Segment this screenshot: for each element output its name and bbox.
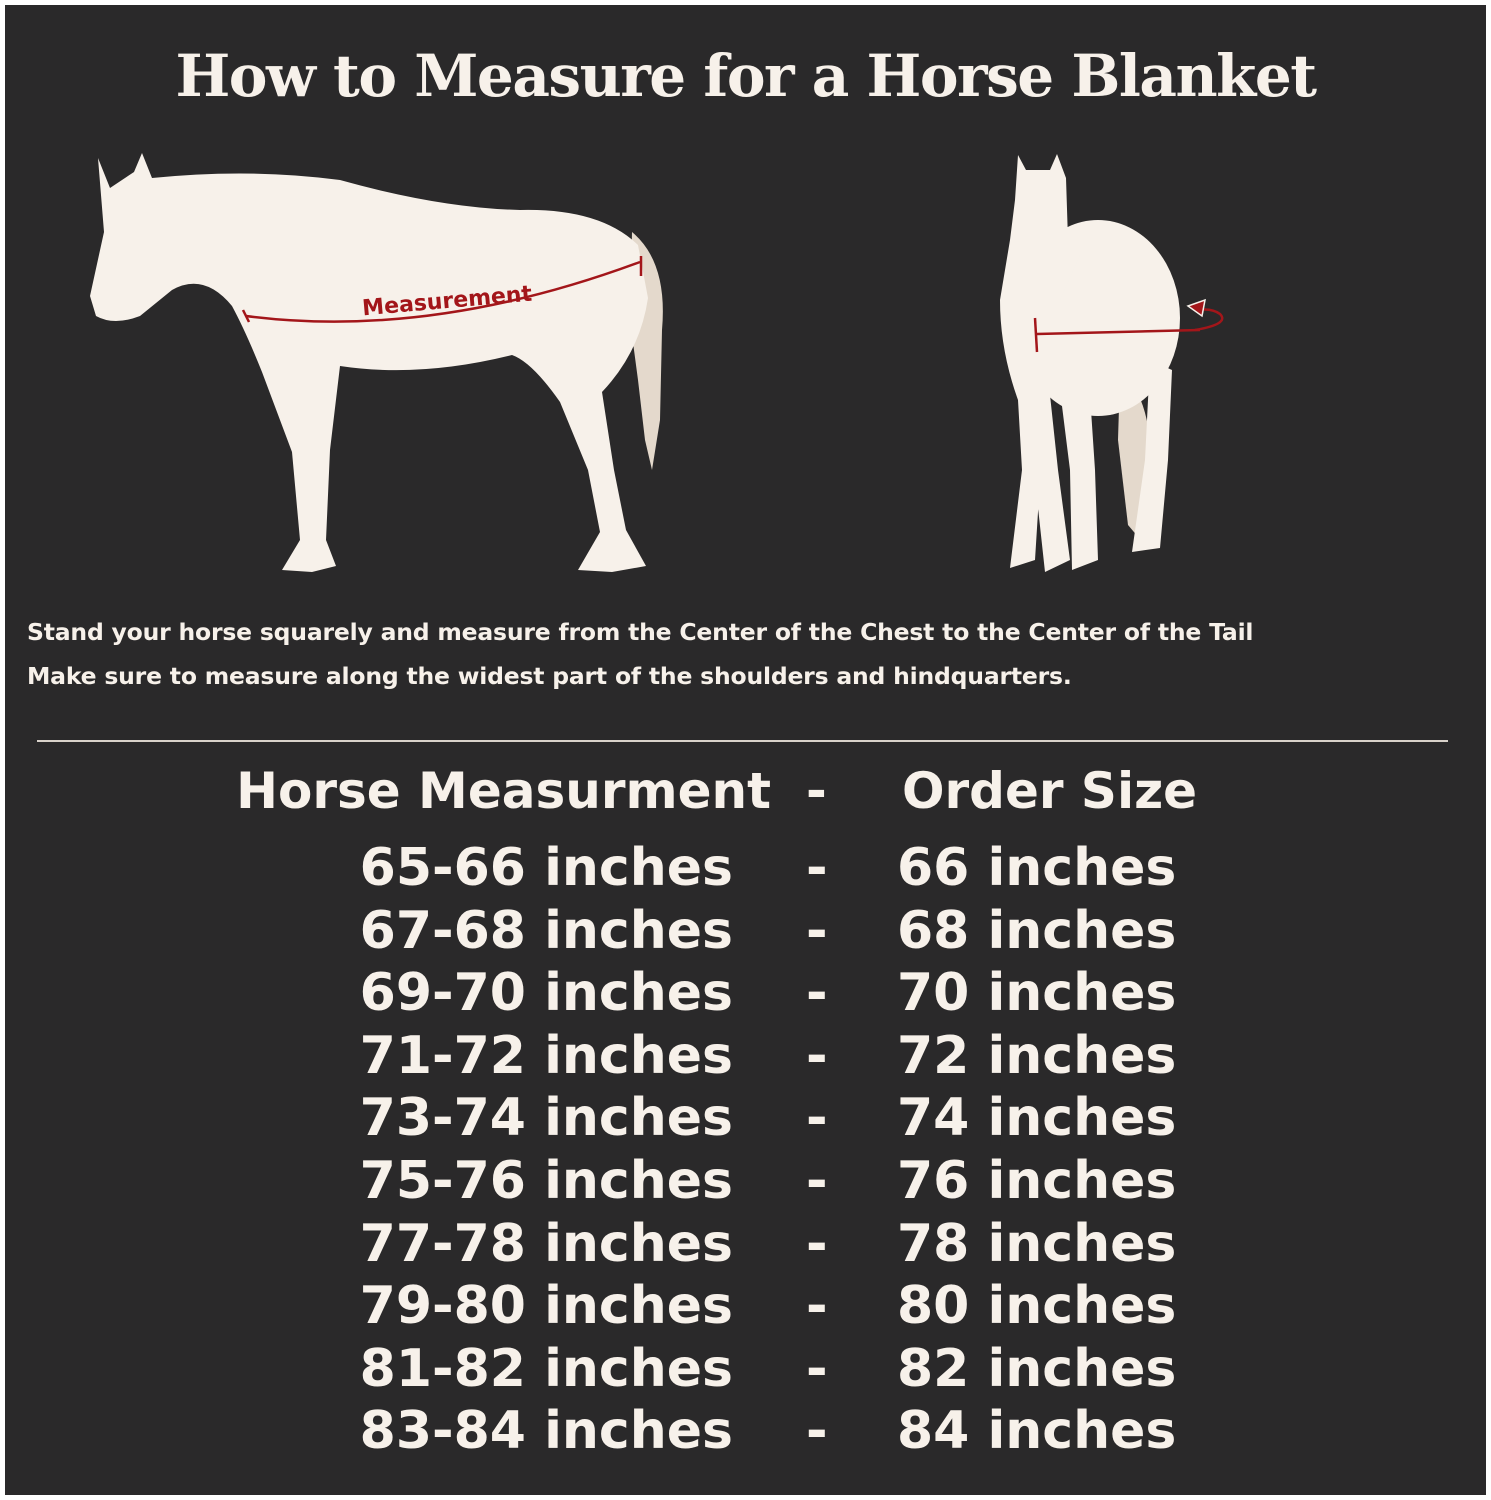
table-row: 77-78 inches - 78 inches	[0, 1214, 1491, 1276]
table-row: 65-66 inches - 66 inches	[0, 838, 1491, 900]
order-size-cell: 66 inches	[897, 838, 1177, 898]
horse-measurement-cell: 81-82 inches	[359, 1338, 733, 1399]
side-measurement-line	[245, 260, 641, 323]
table-row: 79-80 inches - 80 inches	[0, 1276, 1491, 1338]
table-row: 81-82 inches - 82 inches	[0, 1339, 1491, 1401]
instruction-line-1: Stand your horse squarely and measure fr…	[27, 618, 1254, 646]
table-row: 67-68 inches - 68 inches	[0, 901, 1491, 963]
horse-measurement-cell: 71-72 inches	[359, 1025, 733, 1086]
horse-measurement-cell: 75-76 inches	[359, 1151, 733, 1211]
separator-cell: -	[806, 1401, 828, 1462]
separator-cell: -	[806, 963, 828, 1024]
horse-measurement-cell: 69-70 inches	[359, 963, 733, 1024]
order-size-cell: 76 inches	[897, 1151, 1177, 1211]
separator-cell: -	[806, 1088, 828, 1149]
front-measurement-start-tick	[1033, 317, 1039, 353]
order-size-cell: 72 inches	[897, 1025, 1177, 1086]
order-size-cell: 80 inches	[897, 1276, 1177, 1337]
separator-cell: -	[806, 1151, 828, 1211]
table-row: 75-76 inches - 76 inches	[0, 1151, 1491, 1213]
order-size-cell: 78 inches	[897, 1213, 1177, 1274]
table-row: 71-72 inches - 72 inches	[0, 1026, 1491, 1088]
front-horse-hind-leg	[1132, 360, 1172, 552]
table-row: 69-70 inches - 70 inches	[0, 963, 1491, 1025]
table-row: 83-84 inches - 84 inches	[0, 1401, 1491, 1463]
horse-measurement-cell: 65-66 inches	[359, 838, 733, 898]
divider	[37, 740, 1448, 742]
front-horse-inner-leg	[1060, 390, 1098, 570]
horse-measurement-cell: 77-78 inches	[359, 1213, 733, 1274]
horse-measurement-cell: 79-80 inches	[359, 1276, 733, 1337]
separator-cell: -	[806, 1276, 828, 1337]
size-table-header: Horse Measurment - Order Size	[0, 762, 1491, 824]
separator-cell: -	[806, 838, 828, 898]
horse-measurement-cell: 73-74 inches	[359, 1088, 733, 1149]
side-measurement-start-tick	[241, 309, 251, 323]
order-size-cell: 68 inches	[897, 900, 1177, 961]
header-separator: -	[806, 762, 827, 820]
side-horse-body	[90, 153, 648, 572]
front-measurement-line	[1036, 328, 1201, 336]
front-view-horse	[1000, 154, 1224, 572]
page-title: How to Measure for a Horse Blanket	[175, 42, 1317, 110]
front-measurement-curl	[1194, 308, 1224, 332]
side-view-horse: Measurement	[90, 153, 663, 572]
order-size-cell: 70 inches	[897, 963, 1177, 1024]
separator-cell: -	[806, 1213, 828, 1274]
front-horse-body	[1000, 154, 1080, 572]
order-size-cell: 84 inches	[897, 1401, 1177, 1462]
horse-measurement-cell: 67-68 inches	[359, 900, 733, 961]
front-measurement-arrowhead-icon	[1186, 298, 1206, 318]
header-horse-measurement: Horse Measurment	[236, 762, 771, 820]
header-order-size: Order Size	[902, 762, 1198, 820]
separator-cell: -	[806, 900, 828, 961]
horse-measurement-cell: 83-84 inches	[359, 1401, 733, 1462]
separator-cell: -	[806, 1025, 828, 1086]
instruction-line-2: Make sure to measure along the widest pa…	[27, 662, 1072, 690]
order-size-cell: 82 inches	[897, 1338, 1177, 1399]
separator-cell: -	[806, 1338, 828, 1399]
table-row: 73-74 inches - 74 inches	[0, 1088, 1491, 1150]
order-size-cell: 74 inches	[897, 1088, 1177, 1149]
